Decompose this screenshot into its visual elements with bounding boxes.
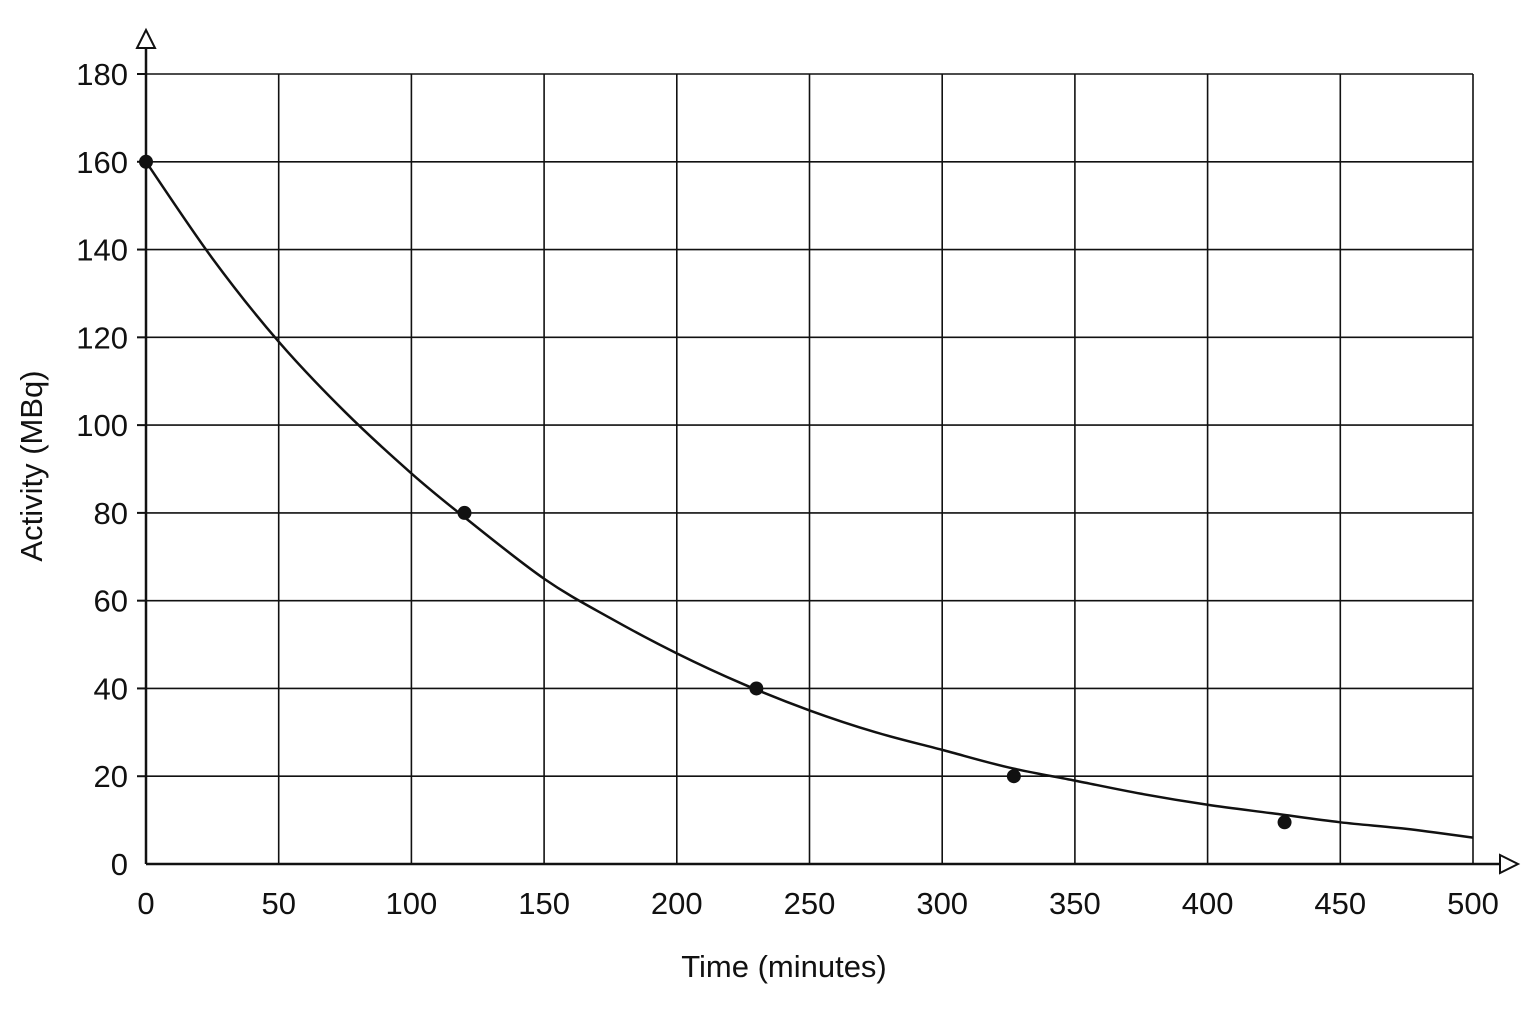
x-tick-label: 150: [518, 886, 570, 921]
y-tick-label: 60: [94, 584, 128, 619]
y-axis-title: Activity (MBq): [14, 370, 49, 561]
x-tick-label: 350: [1049, 886, 1101, 921]
data-point: [749, 681, 764, 696]
x-tick-label: 100: [386, 886, 438, 921]
y-tick-label: 0: [111, 847, 128, 882]
y-axis-arrow-icon: [135, 27, 157, 49]
x-tick-label: 400: [1182, 886, 1234, 921]
data-point: [457, 505, 472, 520]
decay-curve: [144, 161, 1474, 839]
data-point: [1277, 815, 1292, 830]
data-point: [1006, 769, 1021, 784]
y-tick-label: 160: [76, 145, 128, 180]
grid: [146, 73, 1474, 864]
y-tick-label: 180: [76, 57, 128, 92]
axes: [135, 27, 1521, 875]
x-tick-label: 50: [261, 886, 295, 921]
y-tick-label: 80: [94, 496, 128, 531]
x-tick-label: 250: [784, 886, 836, 921]
y-tick-label: 100: [76, 408, 128, 443]
y-tick-label: 120: [76, 320, 128, 355]
data-point: [139, 154, 153, 169]
y-tick-label: 40: [94, 671, 128, 706]
x-axis-arrow-icon: [1499, 853, 1521, 875]
x-tick-label: 450: [1314, 886, 1366, 921]
x-tick-label: 300: [916, 886, 968, 921]
x-axis-title: Time (minutes): [681, 949, 887, 984]
y-tick-label: 140: [76, 233, 128, 268]
y-tick-label: 20: [94, 759, 128, 794]
x-tick-label: 0: [137, 886, 154, 921]
decay-curve-layer: [144, 161, 1474, 839]
data-points-layer: [139, 154, 1292, 830]
x-tick-label: 200: [651, 886, 703, 921]
tick-labels: 0 50 100 150 200 250 300 350 400 450 500 0 20 40 60 80 1…: [76, 57, 1499, 921]
x-tick-label: 500: [1447, 886, 1499, 921]
